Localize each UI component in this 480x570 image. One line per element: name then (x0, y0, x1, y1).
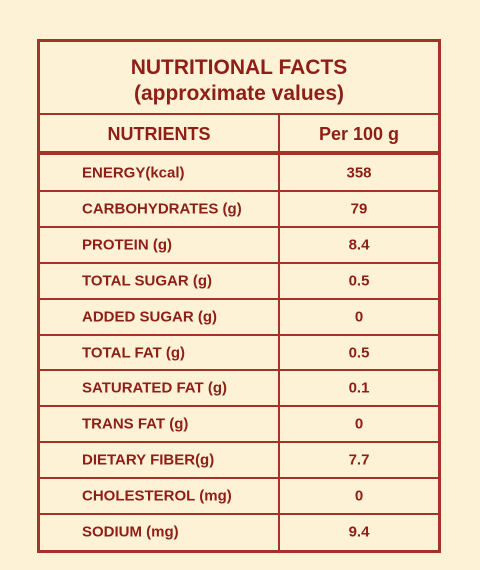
nutrient-value: 8.4 (348, 236, 370, 254)
row-divider (40, 513, 438, 516)
nutrient-name: CHOLESTEROL (mg) (82, 487, 232, 505)
row-divider (40, 189, 438, 192)
nutrient-value: 79 (350, 200, 368, 218)
nutrient-name: TRANS FAT (g) (82, 415, 189, 433)
nutrition-table: NUTRITIONAL FACTS (approximate values) N… (37, 39, 441, 553)
nutrient-name: TOTAL SUGAR (g) (82, 272, 212, 290)
nutrient-value: 0.5 (348, 272, 370, 290)
nutrient-value: 9.4 (348, 523, 370, 541)
nutrient-value: 7.7 (348, 451, 370, 469)
nutrient-value: 0.1 (348, 379, 370, 397)
row-divider (40, 369, 438, 372)
header-cell: Per 100 g (318, 124, 400, 144)
row-divider (40, 477, 438, 480)
column-divider (278, 115, 280, 550)
row-divider (40, 225, 438, 228)
header-cell: NUTRIENTS (107, 124, 211, 144)
row-divider (40, 333, 438, 336)
nutrient-value: 358 (346, 164, 372, 182)
nutrient-value: 0 (354, 487, 364, 505)
nutrient-name: CARBOHYDRATES (g) (82, 200, 242, 218)
subtitle-line: (approximate values) (133, 82, 345, 105)
row-divider (40, 297, 438, 300)
nutrient-value: 0 (354, 415, 364, 433)
nutrient-value: 0.5 (348, 344, 370, 361)
nutrient-name: SODIUM (mg) (82, 523, 179, 541)
divider (40, 113, 438, 115)
nutrient-value: 0 (354, 308, 364, 326)
nutrient-name: PROTEIN (g) (82, 236, 172, 254)
nutrient-name: ADDED SUGAR (g) (82, 308, 217, 326)
nutrient-name: DIETARY FIBER(g) (82, 451, 215, 469)
divider (40, 151, 438, 155)
title-line: NUTRITIONAL FACTS (130, 56, 348, 79)
row-divider (40, 405, 438, 408)
row-divider (40, 441, 438, 444)
nutrient-name: ENERGY(kcal) (82, 164, 185, 182)
nutrient-name: SATURATED FAT (g) (82, 379, 227, 397)
nutrient-name: TOTAL FAT (g) (82, 344, 186, 361)
row-divider (40, 261, 438, 264)
